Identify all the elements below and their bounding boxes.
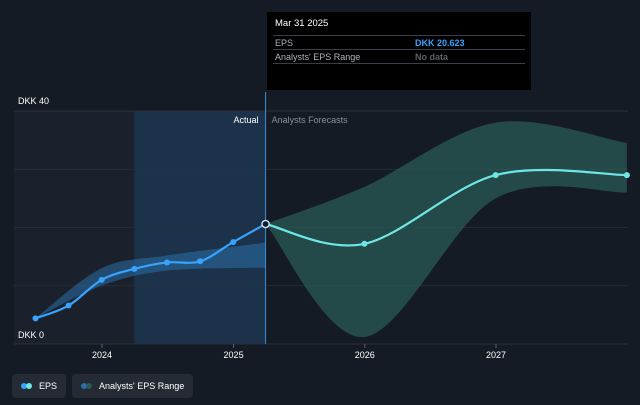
y-tick-label-top: DKK 40 [18, 96, 49, 106]
eps-actual-point [197, 258, 204, 265]
tooltip: Mar 31 2025 EPS DKK 20.623 Analysts' EPS… [267, 12, 531, 90]
x-axis: 2024 2025 2026 2027 [92, 344, 506, 360]
forecast-section-label: Analysts Forecasts [272, 115, 349, 125]
tooltip-range-value: No data [415, 51, 449, 62]
legend-eps-dot-icon [21, 383, 27, 389]
eps-actual-point [131, 265, 138, 272]
eps-actual-point [32, 315, 39, 322]
eps-actual-point [230, 239, 237, 246]
legend-eps-forecast-dot-icon [26, 383, 32, 389]
eps-forecast-point [492, 172, 499, 179]
x-tick-label: 2027 [486, 350, 506, 360]
tooltip-date: Mar 31 2025 [275, 18, 329, 29]
legend-eps-range[interactable]: Analysts' EPS Range [72, 374, 194, 398]
legend: EPS Analysts' EPS Range [12, 374, 194, 398]
eps-actual-line [35, 223, 267, 320]
tooltip-row-range: Analysts' EPS Range No data [273, 49, 525, 64]
eps-actual-point [65, 302, 72, 309]
x-tick-label: 2026 [355, 350, 375, 360]
legend-eps[interactable]: EPS [12, 374, 67, 398]
legend-range-dot-icon [81, 383, 88, 389]
eps-range-forecast-band [265, 121, 627, 338]
eps-forecast-point [623, 172, 630, 179]
legend-range-label: Analysts' EPS Range [99, 381, 185, 391]
eps-actual-point [261, 219, 270, 229]
tooltip-eps-value: DKK 20.623 [415, 37, 465, 48]
actual-section-label: Actual [234, 115, 259, 125]
eps-actual-point [164, 259, 171, 266]
eps-forecast-line [265, 168, 627, 247]
legend-range-forecast-dot-icon [86, 383, 93, 389]
eps-points [32, 172, 630, 322]
x-tick-label: 2025 [224, 350, 244, 360]
eps-forecast-point [361, 240, 368, 247]
eps-actual-point [98, 276, 105, 283]
x-tick-label: 2024 [92, 350, 112, 360]
tooltip-row-eps: EPS DKK 20.623 [273, 35, 525, 49]
tooltip-range-label: Analysts' EPS Range [275, 51, 361, 62]
legend-eps-label: EPS [39, 381, 58, 391]
y-tick-label-bottom: DKK 0 [18, 330, 44, 340]
tooltip-eps-label: EPS [275, 37, 294, 48]
eps-range-actual-band [35, 242, 266, 319]
